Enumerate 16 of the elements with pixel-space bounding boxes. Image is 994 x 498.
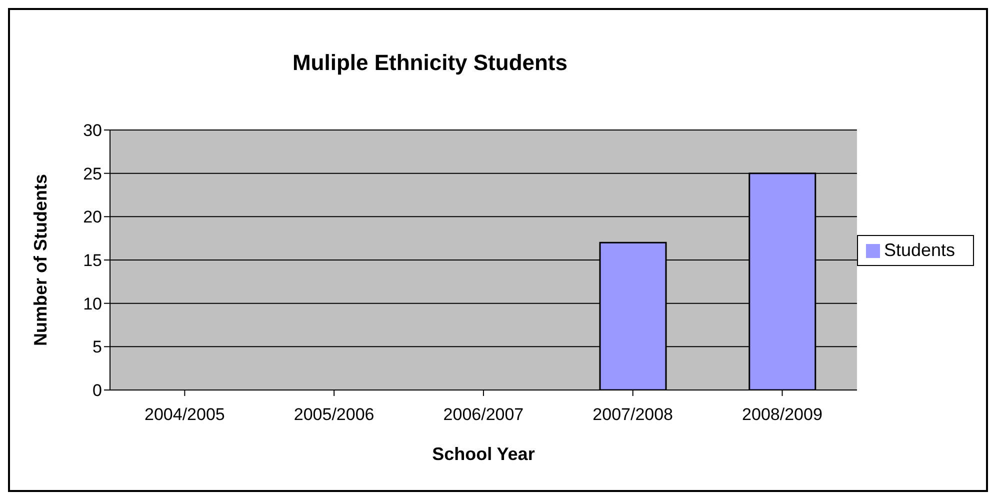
- y-tick-label: 5: [92, 338, 102, 357]
- y-tick-label: 25: [83, 164, 102, 184]
- x-tick-label: 2007/2008: [592, 405, 674, 424]
- x-tick-label: 2006/2007: [443, 405, 524, 424]
- x-axis-title: School Year: [432, 444, 535, 464]
- y-tick-label: 0: [92, 381, 102, 400]
- y-tick-label: 20: [83, 208, 102, 227]
- x-tick-label: 2005/2006: [294, 405, 374, 424]
- chart-title: Muliple Ethnicity Students: [291, 50, 568, 76]
- y-axis-title: Number of Students: [30, 174, 50, 346]
- y-tick-label: 10: [83, 294, 102, 314]
- x-tick-label: 2008/2009: [742, 405, 822, 424]
- y-tick-label: 30: [83, 121, 102, 140]
- legend-label: Students: [884, 240, 955, 260]
- x-tick-label: 2004/2005: [144, 405, 225, 424]
- y-tick-label: 15: [83, 251, 102, 270]
